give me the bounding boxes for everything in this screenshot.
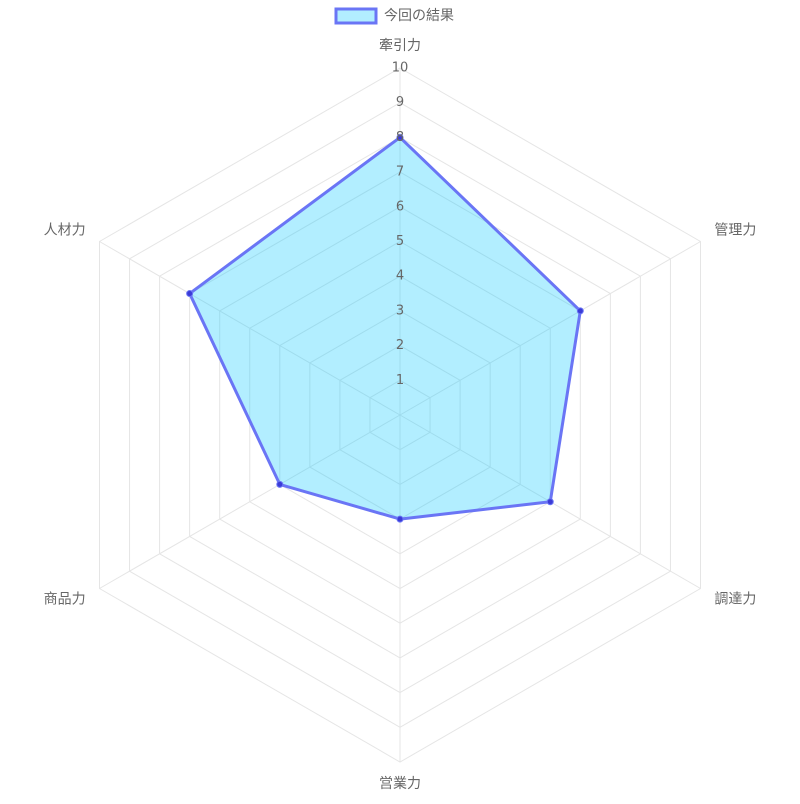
- tick-label: 5: [396, 234, 404, 249]
- data-point: [576, 307, 584, 315]
- radar-area: [188, 135, 582, 521]
- tick-label: 8: [396, 130, 404, 145]
- angle-line: [99, 241, 401, 416]
- tick-label: 2: [396, 338, 404, 353]
- data-point: [276, 480, 284, 488]
- axis-label: 管理力: [714, 223, 756, 239]
- tick-label: 4: [396, 269, 404, 284]
- angle-line: [99, 414, 401, 589]
- axis-label: 商品力: [44, 592, 86, 608]
- legend-item: 今回の結果: [334, 7, 454, 25]
- data-point: [546, 498, 554, 506]
- tick-label: 6: [396, 199, 404, 214]
- tick-label: 7: [396, 165, 404, 180]
- axis-label: 人材力: [44, 223, 86, 239]
- tick-label: 9: [396, 95, 404, 110]
- axis-label: 牽引力: [379, 37, 421, 54]
- axis-label: 調達力: [714, 592, 756, 608]
- axis-label: 営業力: [379, 776, 421, 792]
- legend-swatch: [334, 7, 378, 25]
- tick-label: 10: [392, 61, 409, 76]
- tick-label: 1: [396, 373, 404, 388]
- tick-label: 3: [396, 303, 404, 318]
- data-point: [396, 515, 404, 523]
- legend-label: 今回の結果: [384, 8, 454, 24]
- data-point: [186, 290, 194, 298]
- angle-line: [399, 241, 701, 416]
- data-point: [396, 133, 404, 141]
